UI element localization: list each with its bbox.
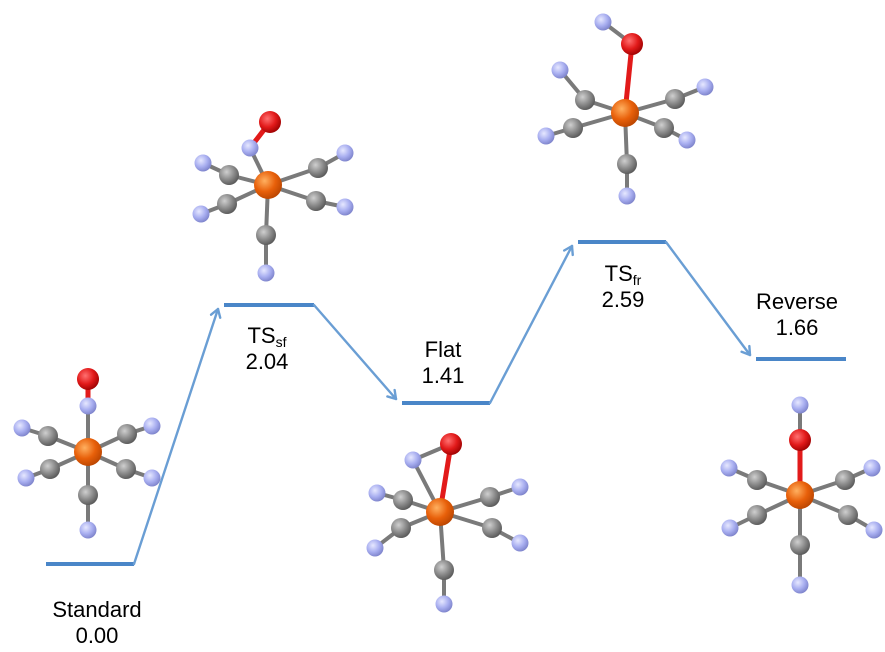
connector-line (488, 244, 574, 405)
oxygen-atom-icon (77, 368, 99, 390)
nitrogen-atom-icon (336, 198, 354, 216)
nitrogen-atom-icon (678, 131, 696, 149)
energy-value: 2.04 (245, 349, 289, 374)
arrow-head (386, 388, 398, 401)
oxygen-atom-icon (259, 111, 281, 133)
energy-value: 0.00 (75, 623, 119, 648)
nitrogen-atom-icon (404, 451, 422, 469)
carbon-atom-icon (256, 225, 276, 245)
oxygen-atom-icon (789, 429, 811, 451)
state-name: Reverse (756, 289, 838, 314)
state-name: TS (604, 261, 633, 286)
nitrogen-atom-icon (511, 478, 529, 496)
carbon-atom-icon (391, 518, 411, 538)
nitrogen-atom-icon (865, 521, 883, 539)
oxygen-atom-icon (621, 33, 643, 55)
carbon-atom-icon (117, 424, 137, 444)
energy-value: 1.66 (775, 315, 819, 340)
nitrogen-atom-icon (791, 576, 809, 594)
carbon-atom-icon (434, 560, 454, 580)
carbon-atom-icon (40, 459, 60, 479)
energy-value: 2.59 (601, 287, 645, 312)
carbon-atom-icon (308, 158, 328, 178)
carbon-atom-icon (654, 118, 674, 138)
molecule-ts-sf (192, 111, 354, 282)
carbon-atom-icon (219, 165, 239, 185)
iron-atom-icon (254, 171, 282, 199)
label-ts-fr: TSfr 2.59 (602, 261, 645, 313)
nitrogen-atom-icon (192, 205, 210, 223)
nitrogen-atom-icon (511, 534, 529, 552)
carbon-atom-icon (617, 154, 637, 174)
label-flat: Flat 1.41 (422, 337, 465, 389)
carbon-atom-icon (835, 470, 855, 490)
state-subscript: sf (275, 334, 287, 350)
nitrogen-atom-icon (863, 459, 881, 477)
iron-atom-icon (786, 481, 814, 509)
carbon-atom-icon (838, 505, 858, 525)
iron-atom-icon (74, 438, 102, 466)
nitrogen-atom-icon (696, 78, 714, 96)
nitrogen-atom-icon (17, 469, 35, 487)
molecule-reverse (720, 396, 883, 594)
molecule-standard (13, 368, 161, 539)
connector-line (312, 303, 398, 401)
nitrogen-atom-icon (13, 419, 31, 437)
nitrogen-atom-icon (435, 595, 453, 613)
carbon-atom-icon (790, 535, 810, 555)
arrow-head (740, 344, 752, 357)
nitrogen-atom-icon (594, 13, 612, 31)
carbon-atom-icon (38, 426, 58, 446)
nitrogen-atom-icon (241, 139, 259, 157)
carbon-atom-icon (480, 487, 500, 507)
label-reverse: Reverse 1.66 (756, 289, 838, 341)
carbon-atom-icon (747, 470, 767, 490)
molecule-flat (366, 433, 529, 613)
carbon-atom-icon (393, 490, 413, 510)
nitrogen-atom-icon (368, 484, 386, 502)
state-name: TS (247, 323, 276, 348)
nitrogen-atom-icon (79, 397, 97, 415)
iron-atom-icon (611, 99, 639, 127)
carbon-atom-icon (563, 118, 583, 138)
oxygen-atom-icon (440, 433, 462, 455)
carbon-atom-icon (306, 191, 326, 211)
connector-line (664, 240, 752, 357)
carbon-atom-icon (575, 90, 595, 110)
state-name: Standard (52, 597, 142, 622)
label-ts-sf: TSsf 2.04 (246, 323, 289, 375)
nitrogen-atom-icon (720, 459, 738, 477)
arrow-head (563, 244, 574, 257)
nitrogen-atom-icon (721, 519, 739, 537)
connector-line (132, 307, 220, 566)
energy-value: 1.41 (421, 363, 465, 388)
carbon-atom-icon (217, 194, 237, 214)
nitrogen-atom-icon (366, 539, 384, 557)
nitrogen-atom-icon (618, 187, 636, 205)
nitrogen-atom-icon (551, 61, 569, 79)
carbon-atom-icon (482, 518, 502, 538)
molecule-ts-fr (537, 13, 714, 205)
state-name: Flat (424, 337, 462, 362)
arrow-head (209, 307, 222, 319)
carbon-atom-icon (665, 89, 685, 109)
nitrogen-atom-icon (143, 417, 161, 435)
carbon-atom-icon (78, 485, 98, 505)
nitrogen-atom-icon (194, 154, 212, 172)
nitrogen-atom-icon (257, 264, 275, 282)
label-standard: Standard 0.00 (52, 597, 141, 649)
nitrogen-atom-icon (537, 127, 555, 145)
carbon-atom-icon (747, 505, 767, 525)
nitrogen-atom-icon (79, 521, 97, 539)
nitrogen-atom-icon (791, 396, 809, 414)
carbon-atom-icon (116, 459, 136, 479)
nitrogen-atom-icon (336, 144, 354, 162)
state-subscript: fr (632, 272, 642, 288)
iron-atom-icon (426, 498, 454, 526)
nitrogen-atom-icon (143, 469, 161, 487)
